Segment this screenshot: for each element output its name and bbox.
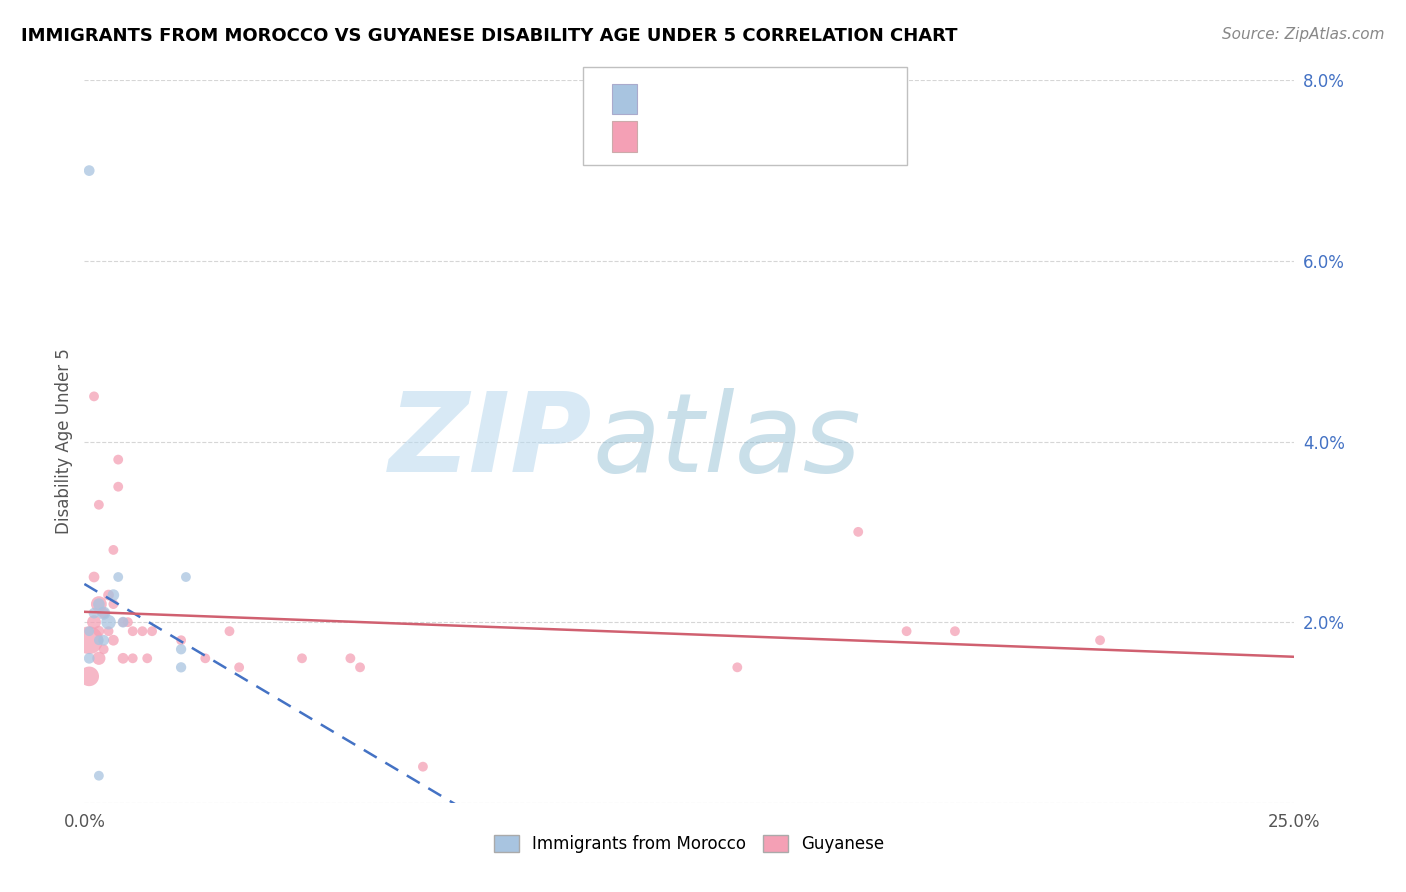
Point xyxy=(97,588,120,602)
Point xyxy=(77,651,100,665)
Point xyxy=(339,651,361,665)
Point xyxy=(170,660,193,674)
Point xyxy=(131,624,153,639)
Text: IMMIGRANTS FROM MOROCCO VS GUYANESE DISABILITY AGE UNDER 5 CORRELATION CHART: IMMIGRANTS FROM MOROCCO VS GUYANESE DISA… xyxy=(21,27,957,45)
Point xyxy=(170,633,193,648)
Text: N =: N = xyxy=(763,128,800,145)
Text: R =: R = xyxy=(648,90,685,108)
Point xyxy=(136,651,159,665)
Point xyxy=(412,760,434,774)
Point xyxy=(121,624,143,639)
Point xyxy=(725,660,748,674)
Point xyxy=(103,588,125,602)
Point xyxy=(83,389,105,403)
Point xyxy=(77,624,100,639)
Text: atlas: atlas xyxy=(592,388,860,495)
Point xyxy=(87,624,110,639)
Point xyxy=(896,624,918,639)
Point xyxy=(194,651,217,665)
Point xyxy=(77,163,100,178)
Text: 0.053: 0.053 xyxy=(688,128,740,145)
Point xyxy=(93,633,115,648)
Text: N =: N = xyxy=(763,90,800,108)
Point xyxy=(107,452,129,467)
Point xyxy=(103,633,125,648)
Point xyxy=(103,597,125,611)
Point xyxy=(174,570,197,584)
Point xyxy=(93,606,115,620)
Point xyxy=(112,651,135,665)
Point xyxy=(1088,633,1111,648)
Legend: Immigrants from Morocco, Guyanese: Immigrants from Morocco, Guyanese xyxy=(486,828,891,860)
Point xyxy=(87,633,110,648)
Text: 16: 16 xyxy=(800,90,823,108)
Point xyxy=(943,624,966,639)
Point xyxy=(121,651,143,665)
Point xyxy=(93,606,115,620)
Point xyxy=(77,669,100,683)
Point xyxy=(87,597,110,611)
Point xyxy=(117,615,139,630)
Point xyxy=(228,660,250,674)
Point xyxy=(93,642,115,657)
Point xyxy=(77,633,100,648)
Text: -0.024: -0.024 xyxy=(688,90,747,108)
Point xyxy=(83,606,105,620)
Point xyxy=(87,651,110,665)
Point xyxy=(87,597,110,611)
Text: 39: 39 xyxy=(800,128,824,145)
Point xyxy=(83,615,105,630)
Text: R =: R = xyxy=(648,128,685,145)
Point xyxy=(846,524,869,539)
Point xyxy=(107,480,129,494)
Point xyxy=(87,769,110,783)
Text: ZIP: ZIP xyxy=(388,388,592,495)
Point xyxy=(112,615,135,630)
Point xyxy=(107,570,129,584)
Point xyxy=(349,660,371,674)
Text: Source: ZipAtlas.com: Source: ZipAtlas.com xyxy=(1222,27,1385,42)
Point xyxy=(103,542,125,557)
Point xyxy=(218,624,240,639)
Point xyxy=(97,624,120,639)
Point xyxy=(291,651,314,665)
Point xyxy=(112,615,135,630)
Point xyxy=(141,624,163,639)
Point xyxy=(87,498,110,512)
Point xyxy=(83,570,105,584)
Point xyxy=(170,642,193,657)
Point xyxy=(97,615,120,630)
Y-axis label: Disability Age Under 5: Disability Age Under 5 xyxy=(55,349,73,534)
